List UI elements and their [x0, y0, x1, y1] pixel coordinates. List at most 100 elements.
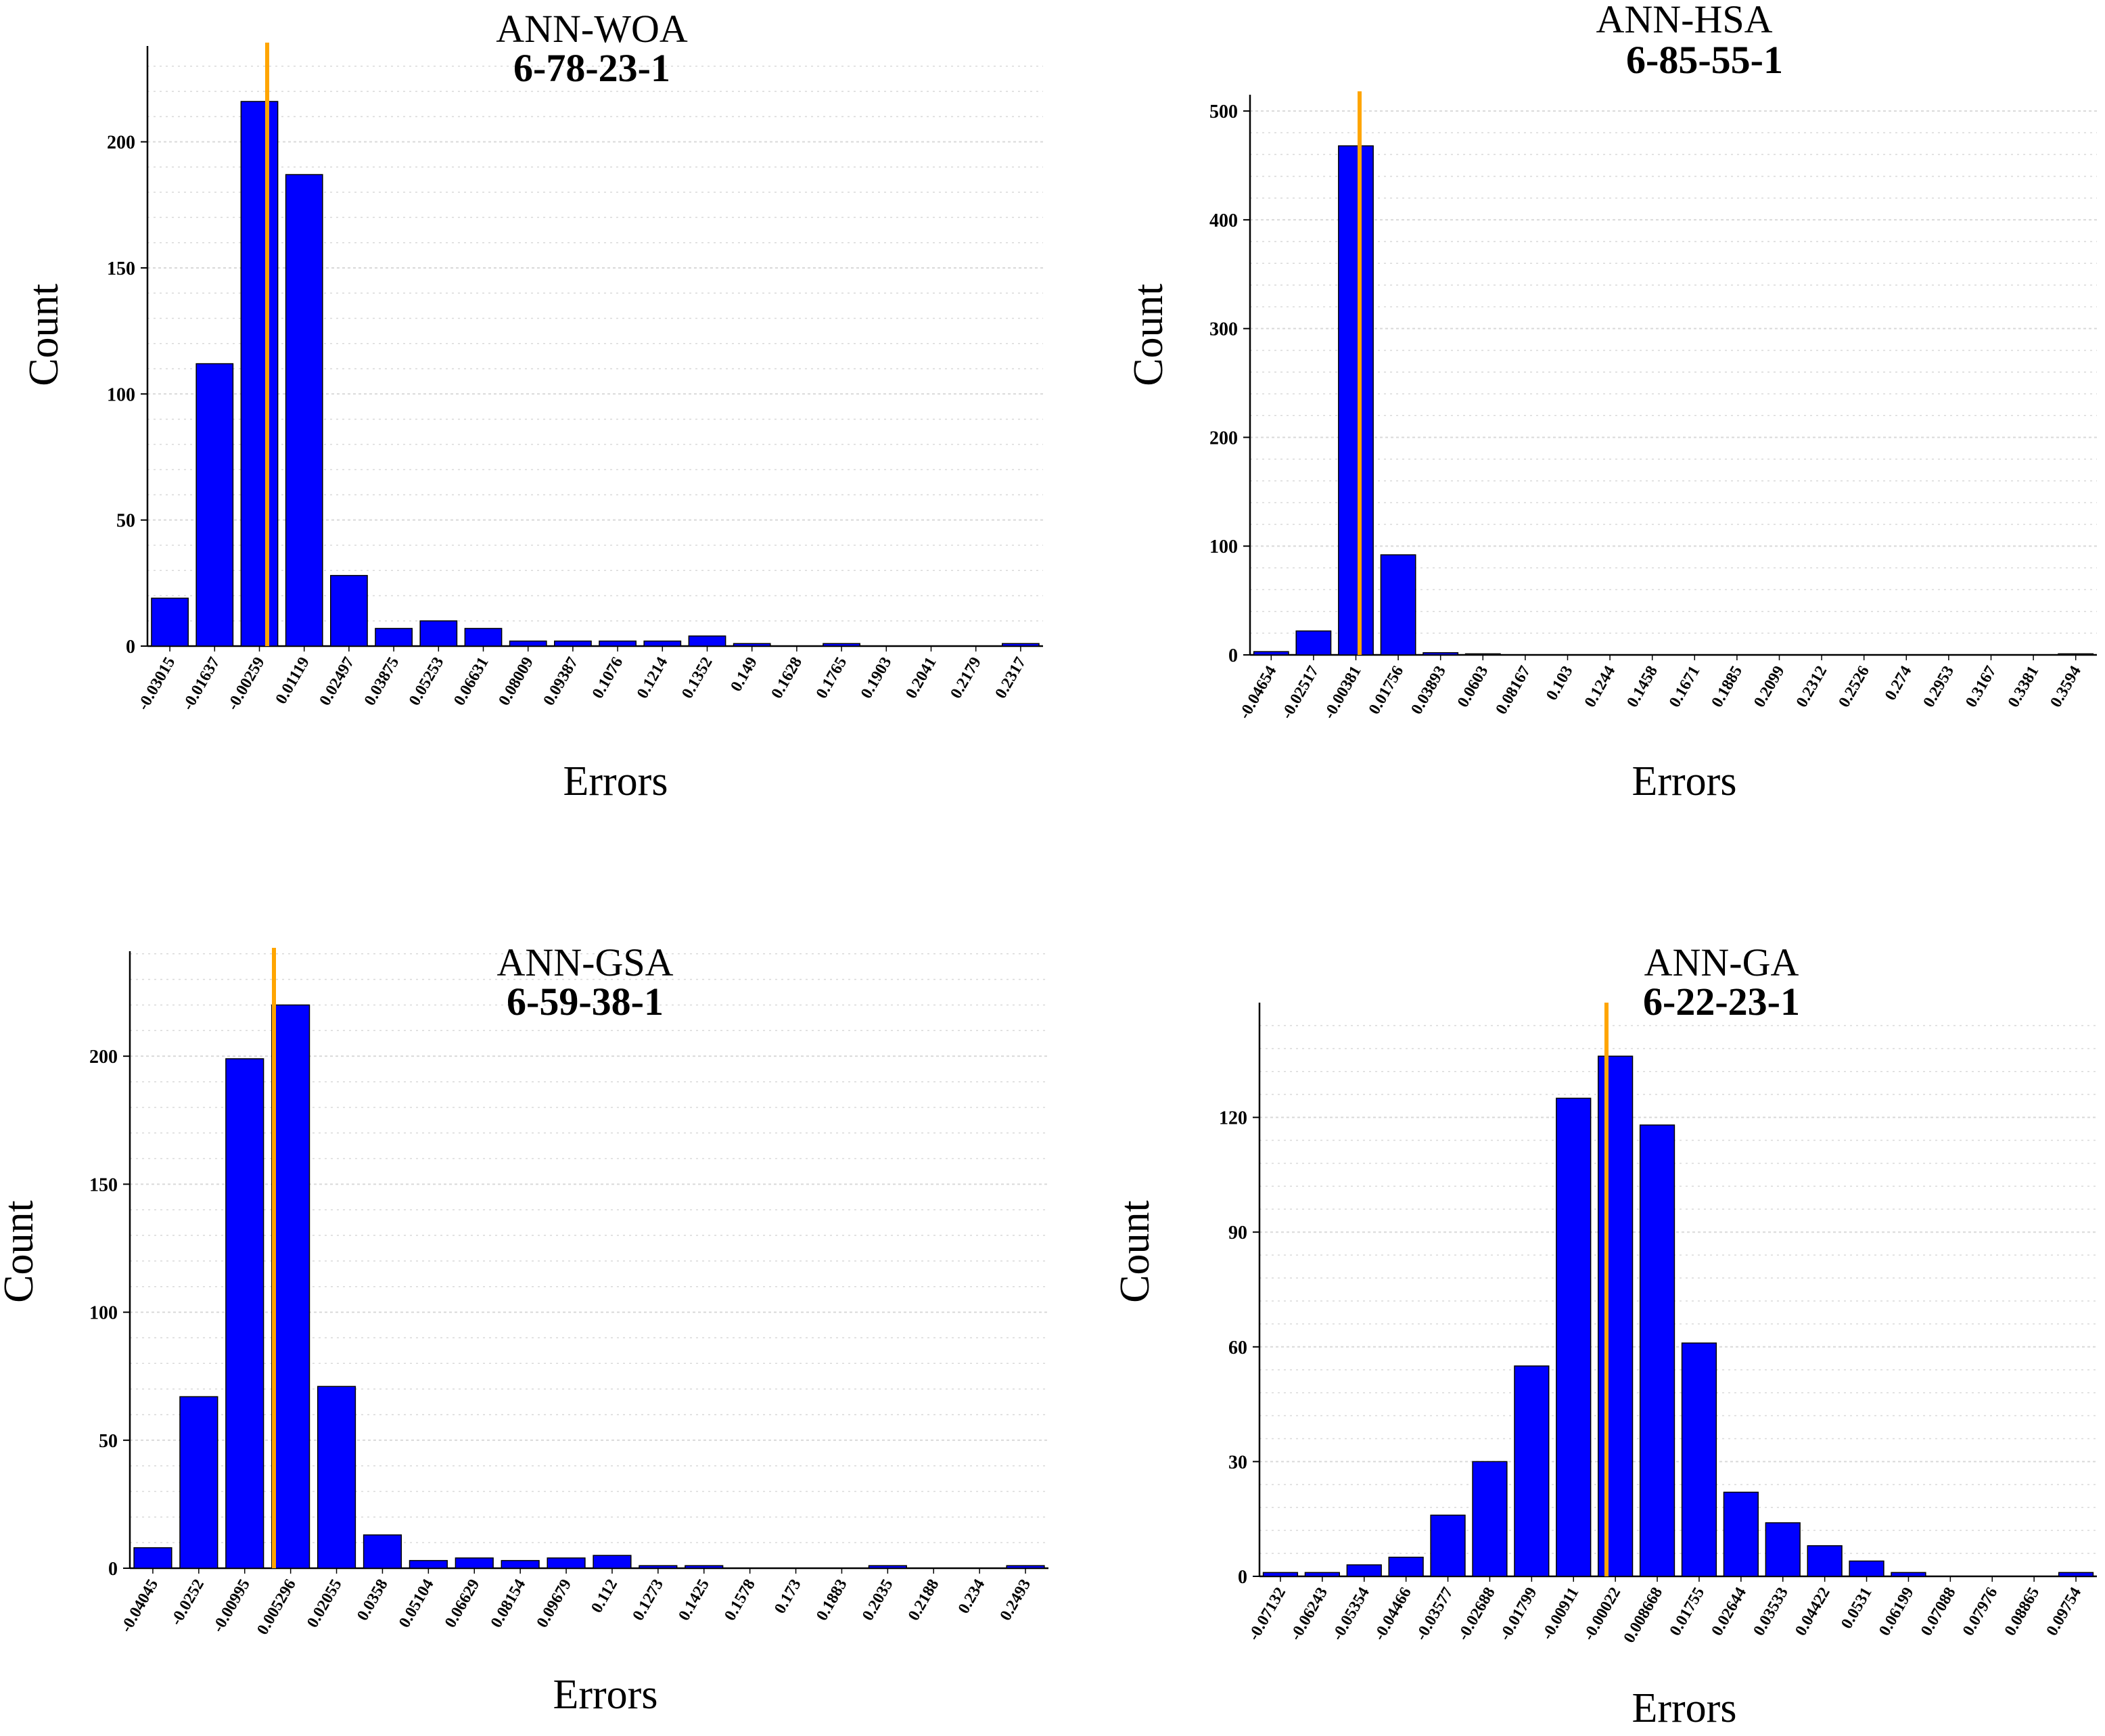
x-tick-label: 0.1671 [1666, 663, 1704, 710]
histogram-bar [643, 640, 682, 647]
y-tick-label: 100 [107, 384, 135, 405]
x-tick-label: 0.1628 [768, 654, 806, 702]
histogram-bar [501, 1559, 540, 1569]
x-tick-label: 0.2179 [947, 654, 985, 702]
x-axis-label: Errors [553, 1672, 658, 1718]
x-tick-label: -0.06243 [1287, 1584, 1332, 1643]
histogram-bar [179, 1396, 218, 1569]
x-tick-label: 0.3594 [2047, 663, 2085, 710]
x-tick-label: 0.1765 [813, 654, 851, 702]
y-tick-label: 50 [116, 511, 135, 532]
histogram-panel-ann-hsa: 0 100 200 300 400 500 -0.04654-0.02517-0.00381… [1126, 0, 2097, 804]
x-tick-label: 0.1458 [1623, 663, 1661, 710]
x-tick-label: -0.01799 [1496, 1584, 1541, 1643]
histogram-bar [1723, 1491, 1759, 1577]
histogram-bar [1380, 554, 1416, 656]
histogram-bar [1304, 1572, 1340, 1577]
histogram-bar [1681, 1342, 1717, 1577]
x-tick-label: -0.02688 [1454, 1584, 1499, 1643]
y-tick-label: 400 [1209, 210, 1238, 231]
x-tick-label: 0.2526 [1835, 663, 1873, 710]
x-tick-label: 0.06629 [442, 1576, 484, 1631]
x-tick-label: 0.09754 [2043, 1584, 2085, 1639]
x-tick-label: 0.3381 [2005, 663, 2043, 710]
histogram-bar [1346, 1564, 1382, 1577]
y-tick-label: 200 [107, 133, 135, 154]
x-tick-label: -0.04045 [118, 1576, 162, 1635]
histogram-bar [868, 1565, 907, 1569]
y-axis-label: Count [0, 1200, 42, 1303]
x-tick-label: 0.05104 [396, 1576, 438, 1631]
x-tick-label: -0.04654 [1236, 663, 1280, 722]
histogram-bar [133, 1547, 172, 1569]
x-tick-label: 0.2317 [992, 654, 1030, 702]
x-tick-label: 0.04422 [1792, 1584, 1834, 1639]
x-tick-label: 0.149 [727, 654, 761, 695]
histogram-bar [455, 1557, 494, 1569]
y-tick-label: 60 [1228, 1338, 1247, 1358]
histogram-bar [823, 643, 860, 647]
histogram-bar [1430, 1514, 1466, 1577]
y-tick-label: 0 [108, 1559, 118, 1580]
x-axis-label: Errors [563, 758, 668, 804]
x-tick-label: -0.00381 [1320, 663, 1365, 722]
y-tick-label: 0 [126, 637, 135, 658]
x-tick-label: 0.1883 [813, 1576, 851, 1624]
y-tick-label: 300 [1209, 319, 1238, 340]
x-tick-label: 0.3167 [1962, 663, 2000, 710]
x-tick-label: 0.09679 [534, 1576, 576, 1631]
x-tick-label: -0.04466 [1370, 1584, 1415, 1643]
x-tick-label: 0.03893 [1408, 663, 1450, 718]
x-tick-label: 0.1244 [1581, 663, 1619, 710]
x-tick-label: -0.00259 [224, 654, 269, 713]
x-tick-label: 0.2035 [859, 1576, 897, 1624]
x-tick-label: 0.01755 [1667, 1584, 1709, 1639]
histogram-bar [688, 635, 726, 647]
x-tick-label: 0.2099 [1751, 663, 1788, 710]
x-tick-label: -0.00995 [209, 1576, 254, 1635]
x-tick-label: 0.08167 [1493, 663, 1535, 718]
histogram-bar [1464, 653, 1501, 656]
histogram-bar [1639, 1124, 1675, 1577]
y-tick-label: 30 [1228, 1452, 1247, 1473]
x-tick-label: 0.112 [588, 1576, 621, 1616]
x-tick-label: 0.234 [955, 1576, 989, 1617]
x-tick-label: 0.2953 [1920, 663, 1958, 710]
x-tick-label: 0.1352 [678, 654, 716, 702]
x-tick-label: 0.06199 [1876, 1584, 1918, 1639]
x-tick-label: 0.08154 [488, 1576, 530, 1631]
x-tick-label: -0.02517 [1278, 663, 1323, 722]
histogram-bar [1807, 1545, 1843, 1577]
chart-title: ANN-WOA [496, 7, 688, 51]
histogram-bar [195, 363, 234, 647]
x-tick-label: 0.0603 [1454, 663, 1492, 710]
x-tick-label: 0.2493 [997, 1576, 1035, 1624]
x-tick-label: -0.00911 [1539, 1584, 1583, 1643]
histogram-bar [363, 1534, 402, 1569]
x-tick-label: 0.05253 [406, 654, 448, 709]
y-tick-label: 150 [107, 258, 135, 279]
chart-subtitle: 6-85-55-1 [1626, 38, 1783, 82]
histogram-bar [1422, 652, 1459, 656]
x-tick-label: 0.173 [771, 1576, 805, 1617]
x-tick-label: 0.07976 [1960, 1584, 2002, 1639]
chart-title: ANN-GSA [497, 940, 674, 984]
x-tick-label: 0.005296 [254, 1576, 300, 1638]
histogram-bar [733, 643, 771, 647]
y-axis-label: Count [1126, 283, 1172, 386]
x-tick-label: 0.02644 [1709, 1584, 1751, 1639]
histogram-bar [1472, 1461, 1508, 1577]
x-tick-label: -0.00022 [1580, 1584, 1625, 1643]
histogram-bar [271, 1004, 310, 1569]
x-tick-label: -0.0252 [168, 1576, 208, 1628]
histogram-bar [1002, 643, 1040, 647]
x-tick-label: 0.1273 [630, 1576, 668, 1624]
y-tick-label: 0 [1238, 1567, 1247, 1588]
x-tick-label: 0.07088 [1918, 1584, 1960, 1639]
histogram-bar [509, 640, 547, 647]
y-tick-label: 100 [1209, 536, 1238, 557]
x-tick-label: 0.03533 [1750, 1584, 1792, 1639]
histogram-bar [685, 1565, 724, 1569]
chart-subtitle: 6-78-23-1 [513, 46, 670, 90]
